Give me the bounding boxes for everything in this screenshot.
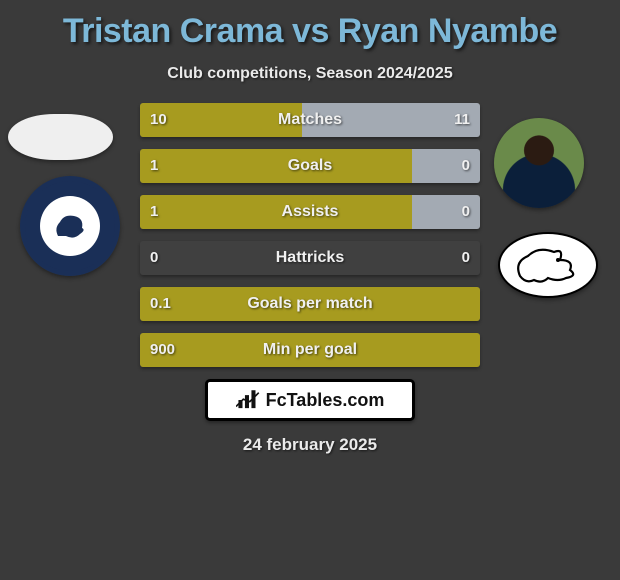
stat-metric-label: Matches xyxy=(140,103,480,137)
stat-metric-label: Hattricks xyxy=(140,241,480,275)
stat-row: 10Goals xyxy=(140,149,480,183)
player-left-avatar xyxy=(8,114,113,160)
stat-row: 10Assists xyxy=(140,195,480,229)
stat-metric-label: Min per goal xyxy=(140,333,480,367)
stat-row: 1011Matches xyxy=(140,103,480,137)
stat-metric-label: Assists xyxy=(140,195,480,229)
ram-icon xyxy=(508,242,588,288)
stat-row: 0.1Goals per match xyxy=(140,287,480,321)
club-right-crest xyxy=(498,232,598,298)
stat-metric-label: Goals per match xyxy=(140,287,480,321)
comparison-subtitle: Club competitions, Season 2024/2025 xyxy=(0,65,620,83)
stat-metric-label: Goals xyxy=(140,149,480,183)
snapshot-date: 24 february 2025 xyxy=(0,435,620,455)
brand-pill: FcTables.com xyxy=(205,379,415,421)
brand-bars-icon xyxy=(236,389,262,411)
stat-row: 900Min per goal xyxy=(140,333,480,367)
club-left-crest xyxy=(20,176,120,276)
stat-row: 00Hattricks xyxy=(140,241,480,275)
brand-text: FcTables.com xyxy=(266,390,385,411)
lion-icon xyxy=(50,206,90,246)
club-left-crest-inner xyxy=(40,196,100,256)
comparison-title: Tristan Crama vs Ryan Nyambe xyxy=(0,0,620,51)
player-right-avatar xyxy=(494,118,584,208)
